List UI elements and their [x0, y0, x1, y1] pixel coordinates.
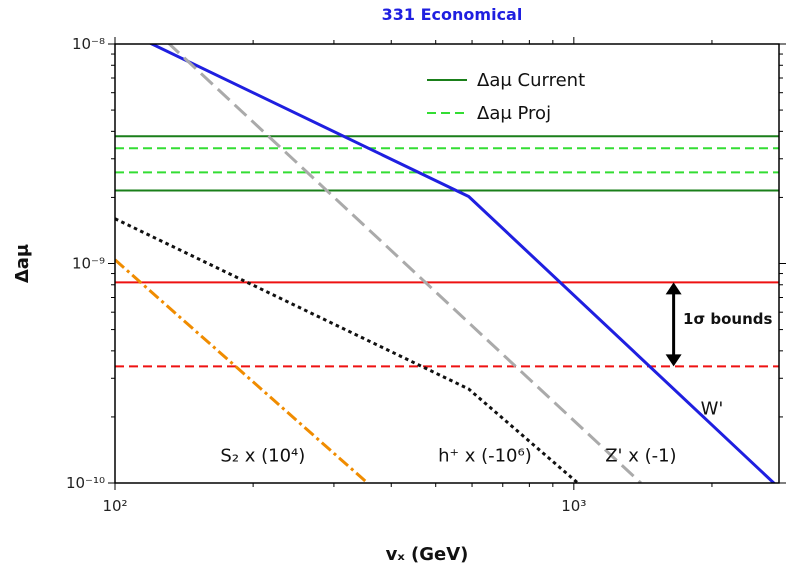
x-tick-label-0: 10² [102, 497, 127, 515]
bounds-arrow-head-bottom [665, 354, 682, 367]
plot-content: W' Z' x (-1) h⁺ x (-10⁶) S₂ x (10⁴) 1σ bound… [115, 44, 779, 483]
y-axis-label: Δaμ [12, 244, 33, 283]
series-label-2: h⁺ x (-10⁶) [438, 446, 532, 467]
legend: Δaμ Current Δaμ Proj [427, 70, 585, 124]
y-tick-label-0: 10⁻¹⁰ [66, 474, 105, 492]
y-tick-label-2: 10⁻⁸ [72, 35, 105, 53]
series-label-3: S₂ x (10⁴) [220, 446, 305, 467]
series-line-2 [115, 217, 579, 483]
y-tick-label-1: 10⁻⁹ [72, 255, 105, 273]
series-label-1: Z' x (-1) [605, 446, 676, 467]
x-tick-label-1: 10³ [561, 497, 586, 515]
legend-label-1: Δaμ Proj [477, 103, 551, 124]
series-line-3 [115, 258, 369, 483]
bounds-arrow-head-top [665, 282, 682, 295]
bounds-annotation: 1σ bounds [683, 310, 772, 328]
axes: 10² 10³ 10⁻¹⁰ 10⁻⁹ 10⁻⁸ vₓ (GeV) Δaμ 331 Econom… [12, 5, 786, 565]
series-line-1 [167, 44, 642, 483]
chart-title: 331 Economical [382, 5, 523, 24]
x-axis-label: vₓ (GeV) [386, 544, 469, 565]
legend-label-0: Δaμ Current [477, 70, 585, 91]
series-line-0 [148, 44, 776, 483]
series-label-0: W' [701, 399, 724, 420]
